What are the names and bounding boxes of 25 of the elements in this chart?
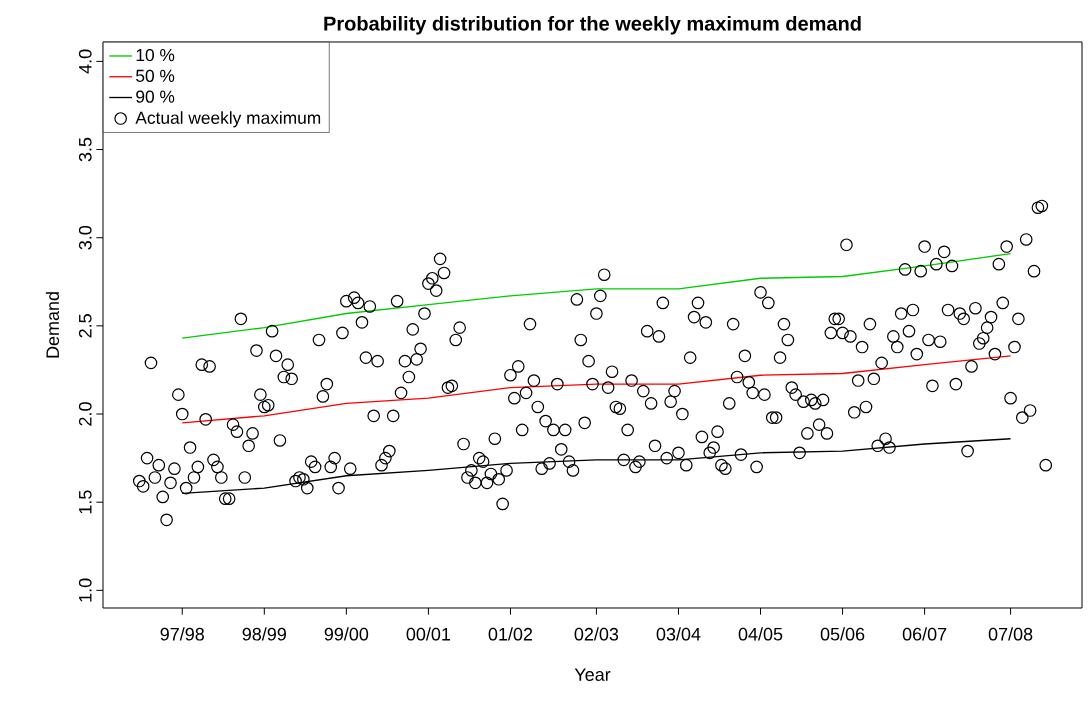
y-tick-label: 4.0 xyxy=(78,49,92,74)
x-tick-label: 02/03 xyxy=(574,627,619,641)
x-tick-label: 04/05 xyxy=(738,627,783,641)
legend-label: 50 % xyxy=(136,69,175,82)
legend-label: 90 % xyxy=(136,90,175,103)
legend-label: Actual weekly maximum xyxy=(135,111,321,128)
y-tick-label: 2.5 xyxy=(78,314,92,338)
y-tick-label: 3.5 xyxy=(78,137,92,162)
y-tick-label: 1.0 xyxy=(78,578,92,602)
y-tick-label: 2.0 xyxy=(78,402,92,426)
y-tick-label: 1.5 xyxy=(79,490,92,514)
x-tick-label: 98/99 xyxy=(242,627,286,641)
x-tick-label: 97/98 xyxy=(160,627,204,641)
x-tick-label: 07/08 xyxy=(988,627,1033,641)
chart-title: Probability distribution for the weekly maximum demand xyxy=(324,15,861,35)
legend-label: 10 % xyxy=(136,48,175,62)
x-tick-label: 00/01 xyxy=(406,627,451,641)
x-tick-label: 01/02 xyxy=(488,627,533,641)
x-tick-label: 03/04 xyxy=(656,627,701,641)
x-axis-title: Year xyxy=(574,668,611,681)
x-tick-label: 06/07 xyxy=(902,627,947,641)
x-tick-label: 05/06 xyxy=(820,627,865,641)
x-tick-label: 99/00 xyxy=(324,627,369,641)
y-axis-title: Demand xyxy=(45,292,60,358)
y-tick-label: 3.0 xyxy=(78,225,92,250)
